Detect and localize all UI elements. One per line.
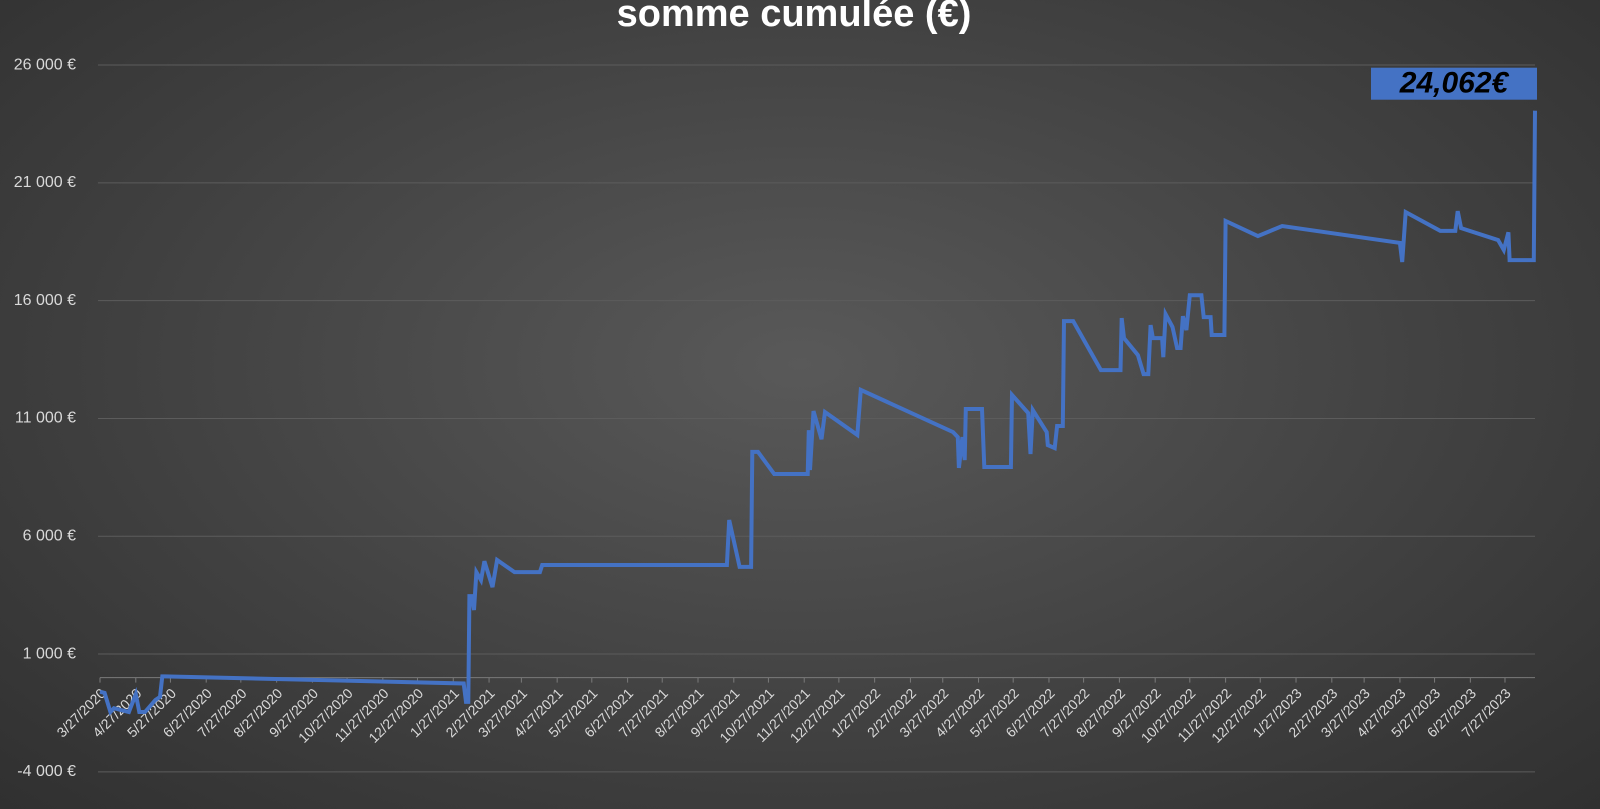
y-tick-label: 6 000 €: [23, 527, 76, 544]
y-tick-label: 16 000 €: [14, 292, 76, 309]
y-tick-label: -4 000 €: [17, 763, 76, 780]
y-tick-label: 1 000 €: [23, 645, 76, 662]
chart-title: somme cumulée (€): [617, 0, 972, 35]
y-tick-label: 11 000 €: [15, 410, 76, 427]
y-tick-label: 21 000 €: [14, 174, 76, 191]
value-label-box: [1371, 67, 1537, 100]
value-label: 24,062€: [1399, 67, 1510, 100]
y-tick-label: 26 000 €: [14, 56, 76, 73]
line: [99, 110, 1537, 716]
